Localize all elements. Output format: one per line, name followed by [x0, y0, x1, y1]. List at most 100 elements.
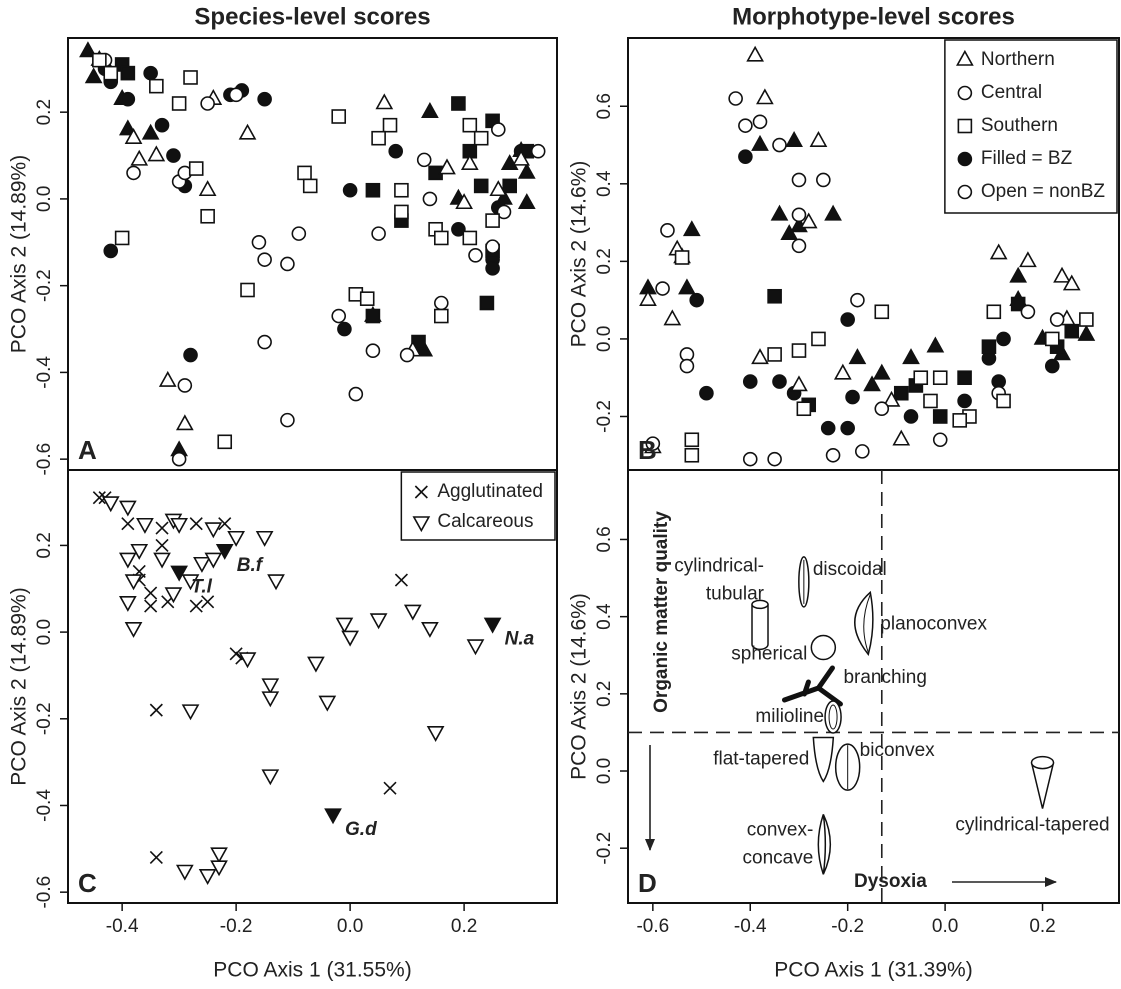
point [825, 447, 841, 463]
point [103, 65, 119, 81]
morphotype-label: spherical [731, 644, 807, 665]
point [170, 517, 188, 534]
point [752, 114, 768, 130]
point [434, 230, 449, 246]
point [767, 288, 782, 304]
point [331, 308, 347, 324]
icon-part [1030, 755, 1055, 770]
morphotype-icon [812, 736, 835, 783]
point [1044, 358, 1060, 374]
point [791, 172, 807, 188]
morphotype-icon [810, 634, 837, 661]
point [874, 401, 890, 417]
point [1009, 266, 1028, 283]
point [118, 595, 137, 612]
point [434, 308, 449, 324]
legend-marker [957, 151, 973, 167]
arrow-label: Dysoxia [854, 871, 927, 892]
point [171, 451, 187, 467]
point [809, 131, 828, 147]
y-tick-label: -0.2 [34, 269, 55, 302]
point [682, 220, 701, 237]
point [267, 574, 285, 591]
morphotype-icon [1030, 755, 1055, 809]
point [120, 65, 136, 81]
point [181, 704, 200, 721]
icon-part [824, 700, 842, 734]
legend-marker [412, 516, 431, 533]
y-tick-label: 0.2 [34, 532, 55, 558]
point [663, 309, 682, 326]
point [902, 348, 920, 365]
point [297, 165, 312, 181]
point [848, 348, 867, 365]
point [1062, 274, 1081, 291]
point [485, 213, 500, 228]
point [882, 390, 901, 407]
plot-frame [67, 37, 558, 471]
point [183, 70, 198, 85]
point [155, 538, 169, 552]
point [143, 65, 158, 81]
point [261, 691, 280, 708]
point [147, 145, 166, 162]
point [517, 162, 536, 179]
point [926, 336, 945, 353]
morphotype-icon [798, 556, 810, 608]
y-tick-label: 0.4 [594, 603, 615, 630]
point [375, 93, 394, 110]
x-tick-label: -0.6 [636, 916, 669, 937]
y-tick-label: 0.0 [34, 186, 55, 212]
point [421, 102, 439, 118]
point [468, 248, 483, 263]
point [438, 158, 456, 175]
y-tick-label: -0.2 [34, 702, 55, 735]
legend-label: Southern [981, 115, 1058, 136]
point [154, 117, 170, 133]
point [200, 208, 215, 224]
point [455, 193, 473, 210]
point [149, 703, 163, 717]
point [479, 295, 495, 311]
morphotype-label: flat-tapered [713, 748, 809, 769]
point [365, 343, 381, 359]
point [359, 291, 375, 306]
x-tick-label: 0.2 [1029, 916, 1055, 937]
arrow-label: Organic matter quality [651, 511, 672, 713]
point [200, 96, 215, 111]
morphotype-icon [834, 743, 861, 791]
legend-marker [957, 184, 973, 200]
morphotype-icon [854, 590, 874, 656]
point [204, 552, 223, 569]
point [210, 860, 228, 877]
point [120, 91, 136, 107]
point [489, 180, 508, 197]
point [136, 517, 154, 534]
y-tick-label: -0.2 [594, 832, 615, 865]
point [1077, 324, 1096, 341]
point [280, 412, 295, 428]
point [932, 432, 948, 448]
y-tick-label: 0.2 [594, 248, 615, 274]
point [164, 587, 183, 604]
point [791, 207, 807, 223]
icon-part [817, 814, 831, 875]
x-tick-label: 0.2 [451, 916, 477, 937]
point [210, 847, 228, 864]
point [257, 252, 272, 267]
panel-title: Morphotype-level scores [732, 3, 1015, 30]
point [863, 375, 881, 392]
morphotype-label: planoconvex [880, 613, 987, 634]
point [850, 292, 865, 308]
morphotype-icon [751, 599, 769, 651]
point [738, 118, 753, 133]
morphotype-icon [817, 814, 831, 875]
point [383, 781, 397, 795]
x-axis-label: PCO Axis 1 (31.55%) [213, 959, 411, 982]
point [124, 128, 143, 144]
point [394, 204, 409, 220]
point [791, 343, 807, 358]
point [144, 586, 158, 600]
point [790, 375, 808, 392]
point-label: G.d [345, 819, 377, 840]
